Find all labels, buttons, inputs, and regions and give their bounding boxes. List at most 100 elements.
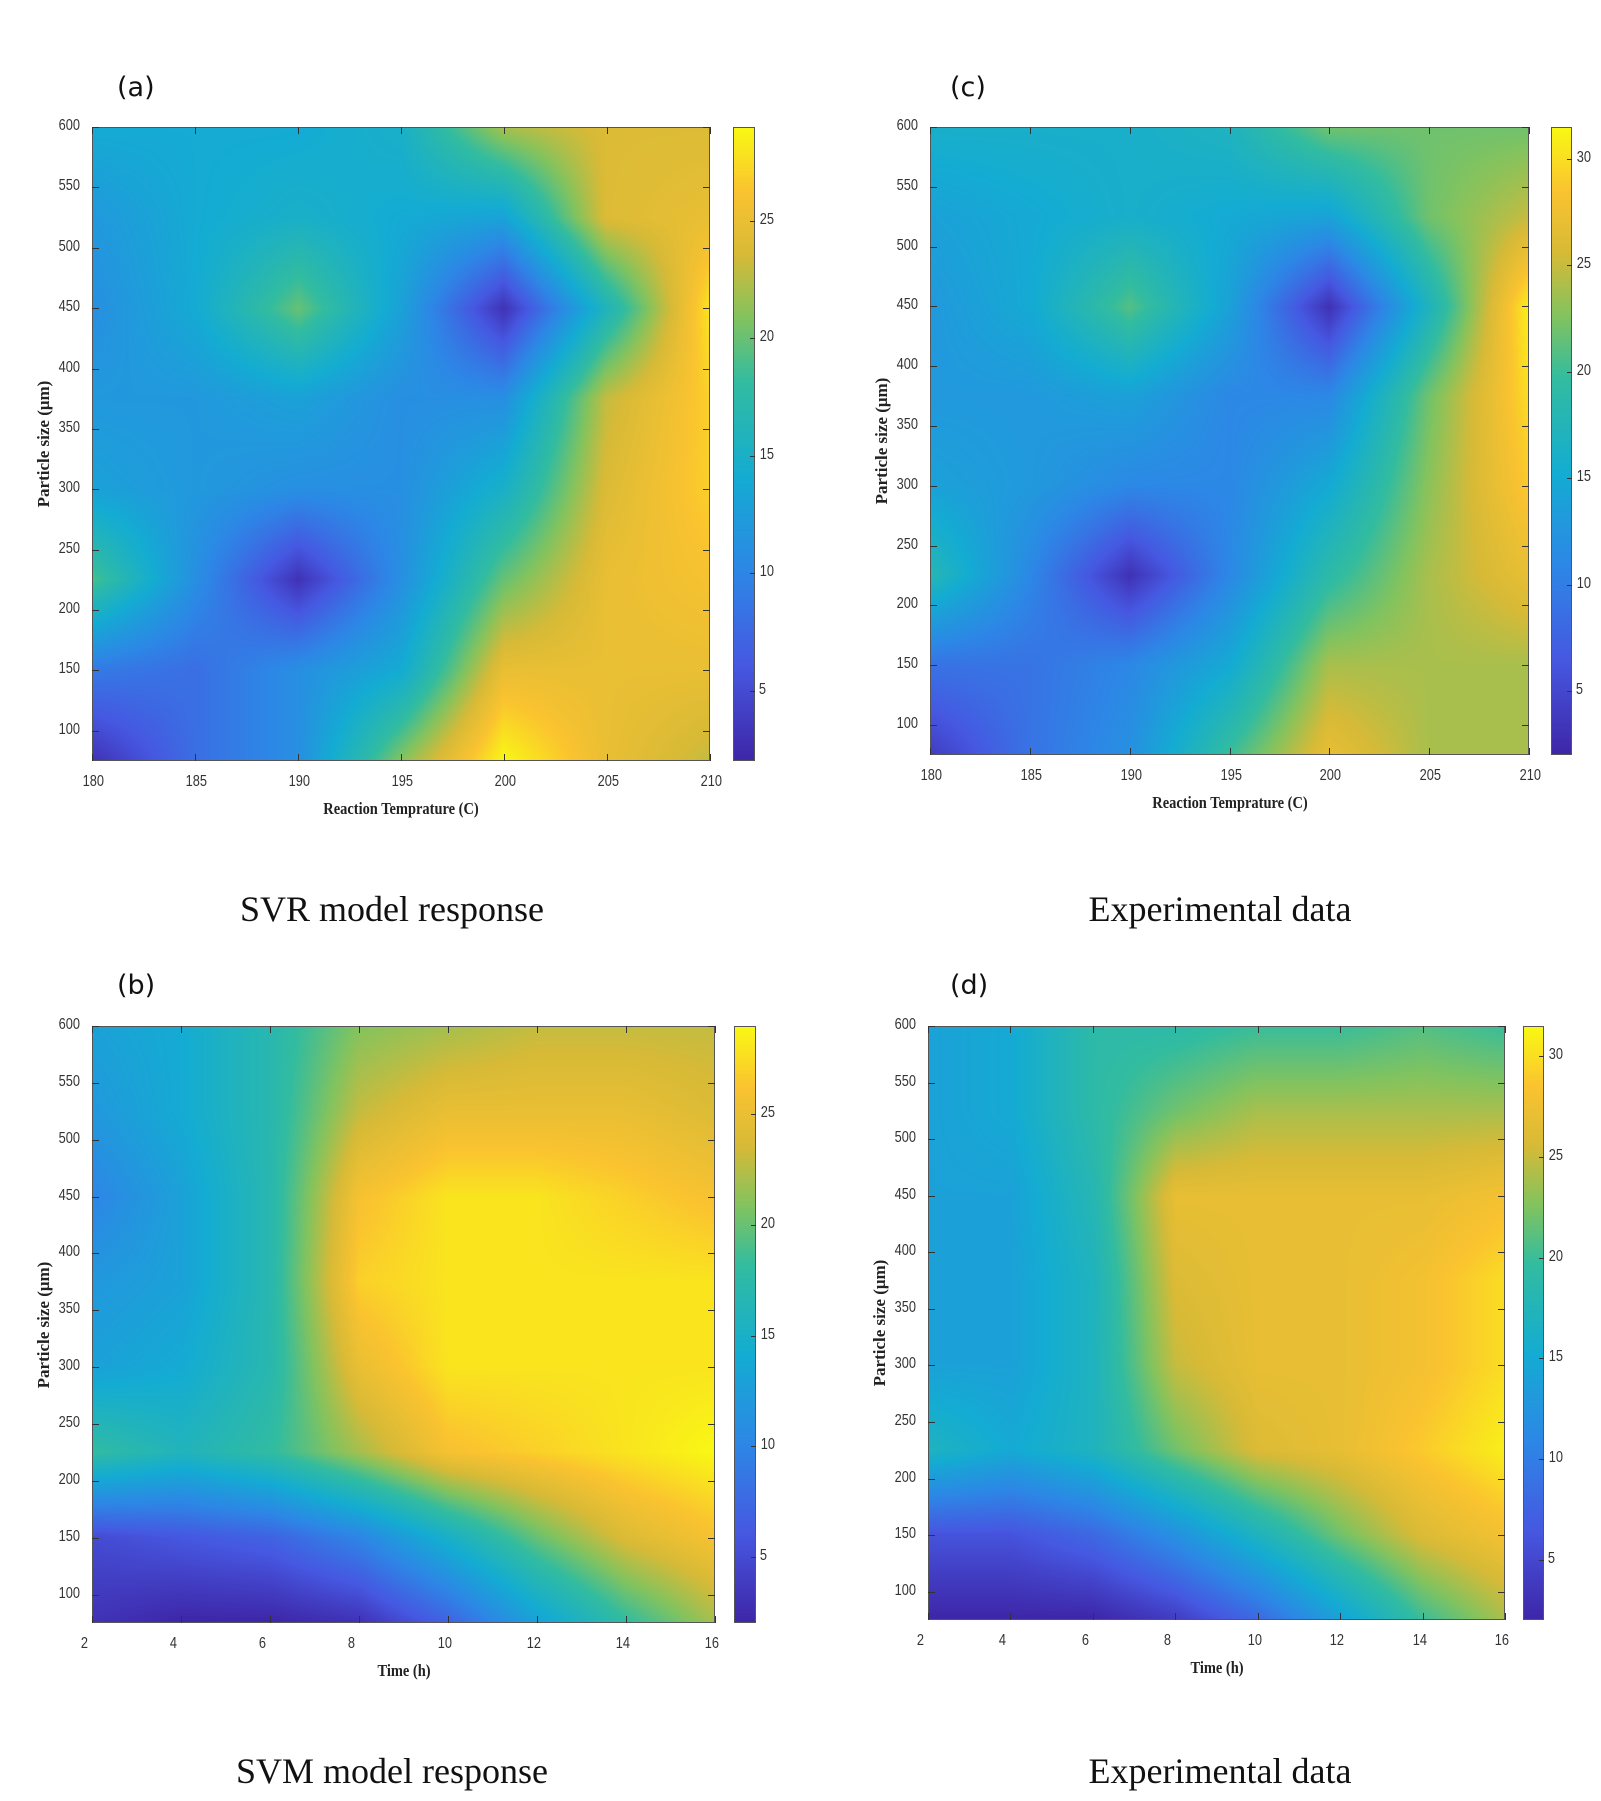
x-tick-mark (1340, 1613, 1342, 1620)
y-tick-mark (1498, 1139, 1505, 1141)
y-tick-mark (92, 1537, 99, 1539)
colorbar-tick-mark (1567, 371, 1572, 373)
y-tick-mark (92, 1367, 99, 1369)
colorbar-tick-mark (751, 1225, 756, 1226)
colorbar-tick-mark (750, 455, 755, 457)
heatmap-plot-c (930, 127, 1529, 755)
y-tick-mark (1522, 127, 1529, 128)
x-tick-mark (710, 754, 711, 761)
y-tick-mark (930, 725, 937, 727)
x-tick-label: 6 (1081, 1632, 1089, 1649)
x-tick-label: 185 (185, 773, 208, 790)
x-tick-label: 180 (82, 773, 105, 790)
x-tick-label: 8 (1164, 1632, 1172, 1649)
colorbar-gradient (1552, 128, 1571, 754)
panel-caption-c: Experimental data (1088, 889, 1352, 929)
y-tick-mark (930, 426, 937, 428)
x-tick-mark (930, 748, 931, 755)
y-tick-mark (708, 1139, 715, 1141)
y-tick-mark (92, 428, 99, 430)
heatmap-surface (93, 128, 709, 760)
y-tick-mark (708, 1026, 715, 1027)
y-tick-label: 600 (58, 1016, 81, 1033)
colorbar-tick-mark (1539, 1257, 1544, 1259)
x-tick-mark (92, 1616, 93, 1623)
colorbar-tick-mark (750, 220, 755, 222)
y-tick-label: 250 (58, 539, 81, 557)
colorbar-tick-label: 15 (1548, 1348, 1564, 1366)
y-tick-mark (92, 247, 99, 249)
x-tick-label: 200 (1319, 767, 1342, 784)
x-tick-mark (1092, 1613, 1094, 1620)
y-tick-mark (92, 1026, 99, 1027)
colorbar-tick-label: 15 (759, 445, 775, 463)
y-tick-mark (1522, 186, 1529, 188)
y-tick-mark (708, 1253, 715, 1255)
y-tick-mark (92, 308, 99, 310)
colorbar-tick-label: 5 (759, 1546, 768, 1564)
x-tick-label: 4 (999, 1632, 1007, 1649)
colorbar-tick-label: 20 (1548, 1247, 1564, 1265)
x-tick-mark (92, 1026, 93, 1033)
y-tick-mark (92, 368, 99, 370)
x-tick-mark (1175, 1026, 1177, 1033)
x-tick-mark (1429, 127, 1431, 134)
y-axis-label: Particle size (μm) (34, 1261, 53, 1388)
x-tick-mark (1129, 748, 1131, 755)
colorbar-tick-label: 30 (1548, 1046, 1564, 1064)
x-tick-mark (1092, 1026, 1094, 1033)
colorbar-tick-label: 15 (1576, 468, 1592, 486)
x-tick-mark (298, 127, 299, 134)
y-tick-mark (708, 1594, 715, 1596)
colorbar-tick-mark (1567, 265, 1572, 267)
y-tick-mark (1498, 1252, 1505, 1254)
heatmap-surface (931, 128, 1528, 754)
colorbar-tick-mark (750, 573, 755, 575)
y-tick-label: 450 (58, 298, 81, 316)
x-tick-mark (1429, 748, 1431, 755)
x-tick-mark (1010, 1613, 1012, 1620)
y-axis-label: Particle size (μm) (872, 377, 891, 505)
x-tick-mark (1229, 127, 1231, 134)
panel-caption-a: SVR model response (240, 889, 544, 929)
y-tick-mark (1498, 1535, 1505, 1537)
x-tick-mark (195, 754, 196, 761)
y-tick-mark (1498, 1365, 1505, 1367)
x-tick-mark (195, 127, 196, 134)
heatmap-plot-d (928, 1026, 1505, 1620)
y-tick-label: 350 (58, 1300, 81, 1318)
x-tick-label: 185 (1020, 767, 1042, 784)
colorbar-tick-label: 25 (760, 1104, 776, 1122)
x-tick-mark (607, 127, 608, 134)
x-tick-mark (537, 1616, 538, 1623)
x-tick-mark (626, 1026, 627, 1033)
y-tick-mark (1498, 1308, 1505, 1310)
y-tick-label: 500 (896, 236, 919, 254)
colorbar-tick-mark (1539, 1358, 1544, 1360)
heatmap-surface (929, 1027, 1504, 1619)
y-tick-label: 500 (58, 1129, 81, 1147)
x-tick-mark (359, 1616, 360, 1623)
colorbar-tick-label: 20 (759, 328, 775, 346)
x-tick-mark (298, 754, 299, 761)
colorbar-tick-mark (1567, 478, 1572, 480)
colorbar-tick-label: 20 (760, 1215, 776, 1232)
y-tick-label: 200 (58, 1470, 81, 1488)
y-tick-mark (92, 1480, 99, 1482)
x-tick-label: 14 (1412, 1632, 1427, 1649)
x-tick-mark (1422, 1613, 1424, 1620)
x-tick-label: 8 (347, 1635, 356, 1652)
colorbar-tick-mark (751, 1114, 756, 1116)
y-tick-mark (703, 610, 710, 612)
y-tick-mark (92, 187, 99, 189)
colorbar-tick-label: 20 (1576, 361, 1592, 379)
y-tick-label: 300 (58, 1357, 81, 1375)
x-tick-label: 205 (1419, 767, 1442, 784)
panel-caption-d: Experimental data (1088, 1751, 1352, 1791)
x-tick-label: 2 (80, 1635, 89, 1652)
colorbar-tick-label: 10 (1548, 1448, 1564, 1466)
colorbar-tick-mark (751, 1446, 756, 1448)
y-tick-mark (92, 1082, 99, 1084)
y-tick-mark (92, 610, 99, 612)
y-tick-mark (92, 1196, 99, 1198)
